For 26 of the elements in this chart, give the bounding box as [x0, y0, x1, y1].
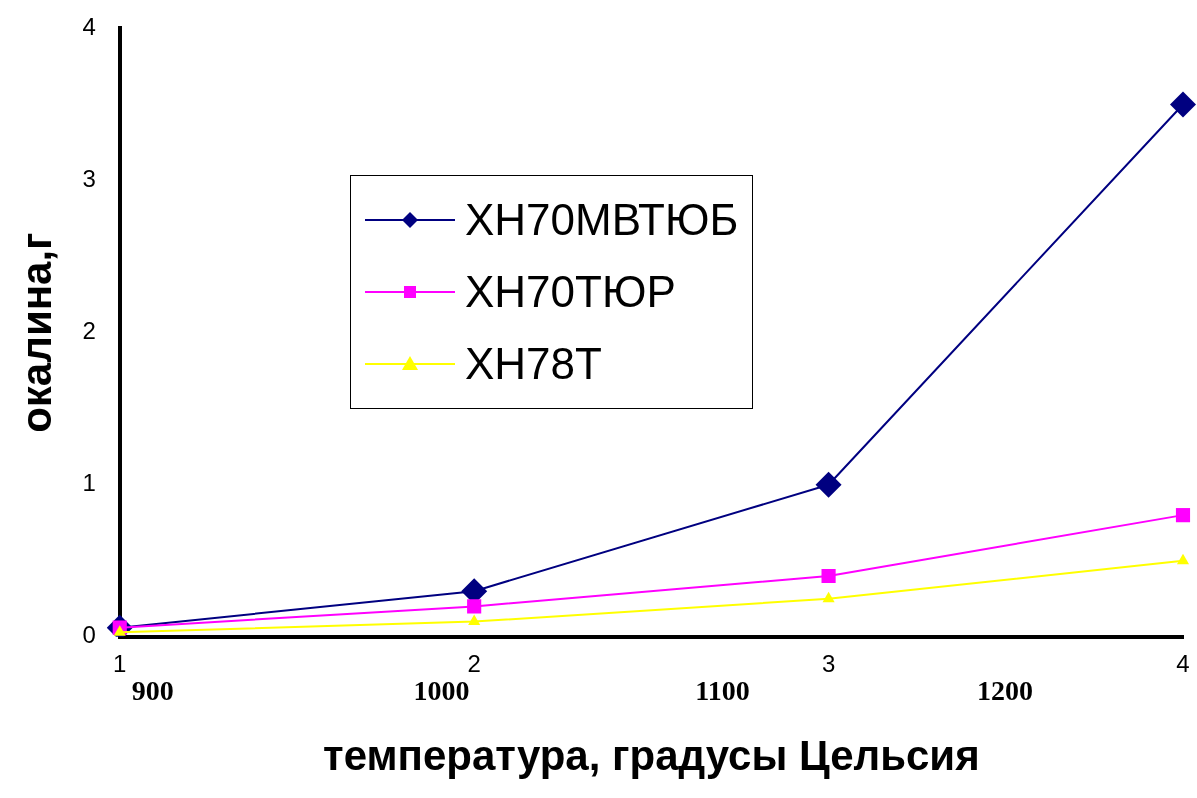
point	[1175, 508, 1191, 523]
legend-label: ХН70МВТЮБ	[465, 195, 739, 245]
legend-label: ХН78Т	[465, 339, 602, 389]
point	[815, 471, 842, 498]
y-tick-label: 0	[82, 621, 96, 649]
legend-label: ХН70ТЮР	[465, 267, 676, 317]
x-axis-title: температура, градусы Цельсия	[323, 732, 980, 780]
y-tick-label: 3	[82, 165, 96, 193]
y-axis-title: окалина,г	[12, 232, 60, 433]
y-tick-label: 4	[82, 13, 96, 41]
point	[468, 614, 481, 626]
text: 1200	[977, 675, 1034, 707]
point	[467, 599, 482, 614]
x-tick-label: 4	[1176, 649, 1190, 677]
text: 1000	[413, 675, 470, 707]
point	[1170, 91, 1196, 118]
x-tick-label: 1	[113, 649, 127, 677]
x-tick-label: 3	[821, 649, 836, 677]
y-tick-label: 1	[82, 469, 96, 497]
x-tick-label: 2	[467, 649, 481, 677]
point	[821, 568, 836, 584]
point	[1176, 553, 1190, 565]
text: 900	[131, 675, 174, 707]
y-tick-label: 2	[82, 317, 96, 345]
text: 1100	[695, 675, 750, 707]
point	[822, 591, 835, 603]
